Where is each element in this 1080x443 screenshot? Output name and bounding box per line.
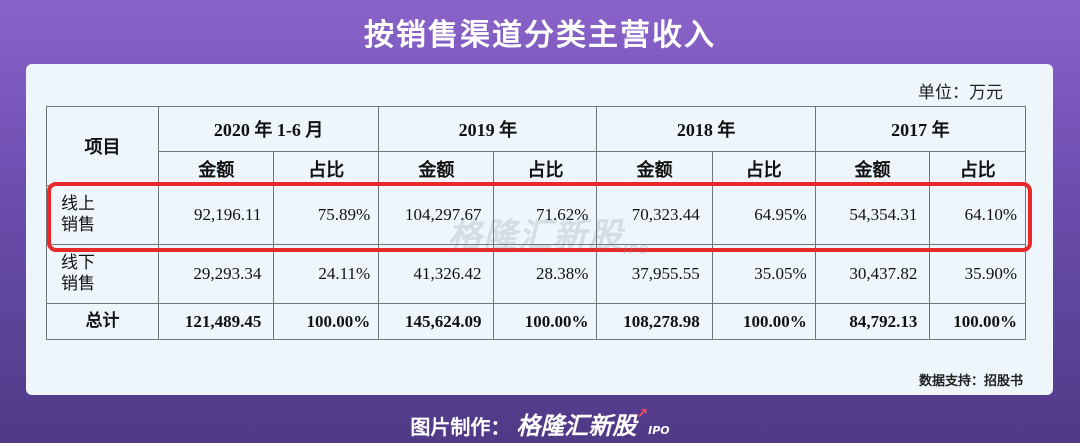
ratio-cell: 75.89%	[273, 185, 380, 245]
ratio-header: 占比	[273, 151, 380, 186]
row-label: 总计	[45, 303, 160, 340]
row-label: 线上 销售	[45, 185, 160, 245]
ratio-cell: 100.00%	[929, 303, 1026, 340]
ratio-header: 占比	[711, 151, 816, 186]
footer-label: 图片制作：	[410, 415, 511, 439]
amount-cell: 54,354.31	[814, 185, 931, 245]
ratio-cell: 64.10%	[929, 185, 1026, 245]
amount-cell: 121,489.45	[158, 303, 275, 340]
ratio-cell: 100.00%	[493, 303, 598, 340]
ratio-cell: 100.00%	[711, 303, 816, 340]
period-header: 2019 年	[378, 106, 598, 152]
ratio-cell: 71.62%	[493, 185, 598, 245]
footer-credit: 图片制作： 格隆汇新股↗ IPO	[0, 406, 1080, 441]
source-note: 数据支持：招股书	[918, 374, 1023, 389]
amount-cell: 92,196.11	[158, 185, 275, 245]
amount-header: 金额	[596, 151, 713, 186]
period-header: 2017 年	[814, 106, 1027, 152]
header-row-metrics: 金额 占比 金额 占比 金额 占比 金额 占比	[47, 151, 1026, 186]
trend-arrow-icon: ↗	[636, 406, 649, 422]
page-title: 按销售渠道分类主营收入	[364, 18, 716, 53]
row-label-line: 销售	[61, 215, 95, 235]
ratio-cell: 64.95%	[711, 185, 816, 245]
amount-cell: 108,278.98	[596, 303, 713, 340]
row-label: 线下 销售	[45, 244, 160, 304]
ratio-cell: 100.00%	[273, 303, 380, 340]
amount-cell: 145,624.09	[378, 303, 495, 340]
ratio-header: 占比	[493, 151, 598, 186]
ratio-cell: 24.11%	[273, 244, 380, 304]
amount-header: 金额	[378, 151, 495, 186]
ratio-cell: 35.05%	[711, 244, 816, 304]
footer-brand: 格隆汇新股	[516, 412, 637, 440]
ratio-header: 占比	[929, 151, 1026, 186]
amount-cell: 37,955.55	[596, 244, 713, 304]
item-header: 项目	[45, 106, 160, 186]
table-row: 线下 销售 29,293.34 24.11% 41,326.42 28.38% 3…	[45, 244, 1026, 304]
row-label-line: 线上	[61, 193, 95, 214]
footer-brand-sub: IPO	[648, 424, 670, 437]
amount-cell: 30,437.82	[814, 244, 931, 304]
period-header: 2018 年	[596, 106, 816, 152]
amount-cell: 41,326.42	[378, 244, 495, 304]
table-card: 单位：万元 项目 2020 年 1-6 月 2019 年 2018 年 2017…	[26, 64, 1053, 395]
amount-cell: 104,297.67	[378, 185, 495, 245]
amount-cell: 70,323.44	[596, 185, 713, 245]
amount-header: 金额	[814, 151, 931, 186]
amount-cell: 29,293.34	[158, 244, 275, 304]
revenue-table: 项目 2020 年 1-6 月 2019 年 2018 年 2017 年 金额 …	[45, 106, 1027, 340]
amount-header: 金额	[158, 151, 275, 186]
row-label-line: 销售	[61, 274, 95, 294]
table-row: 线上 销售 92,196.11 75.89% 104,297.67 71.62% …	[45, 185, 1026, 245]
table-row-total: 总计 121,489.45 100.00% 145,624.09 100.00%…	[45, 303, 1026, 340]
period-header: 2020 年 1-6 月	[158, 106, 380, 152]
unit-label: 单位：万元	[918, 83, 1003, 103]
amount-cell: 84,792.13	[814, 303, 931, 340]
header-row-periods: 项目 2020 年 1-6 月 2019 年 2018 年 2017 年	[45, 106, 1027, 186]
ratio-cell: 28.38%	[493, 244, 598, 304]
row-label-line: 线下	[61, 252, 95, 273]
ratio-cell: 35.90%	[929, 244, 1026, 304]
